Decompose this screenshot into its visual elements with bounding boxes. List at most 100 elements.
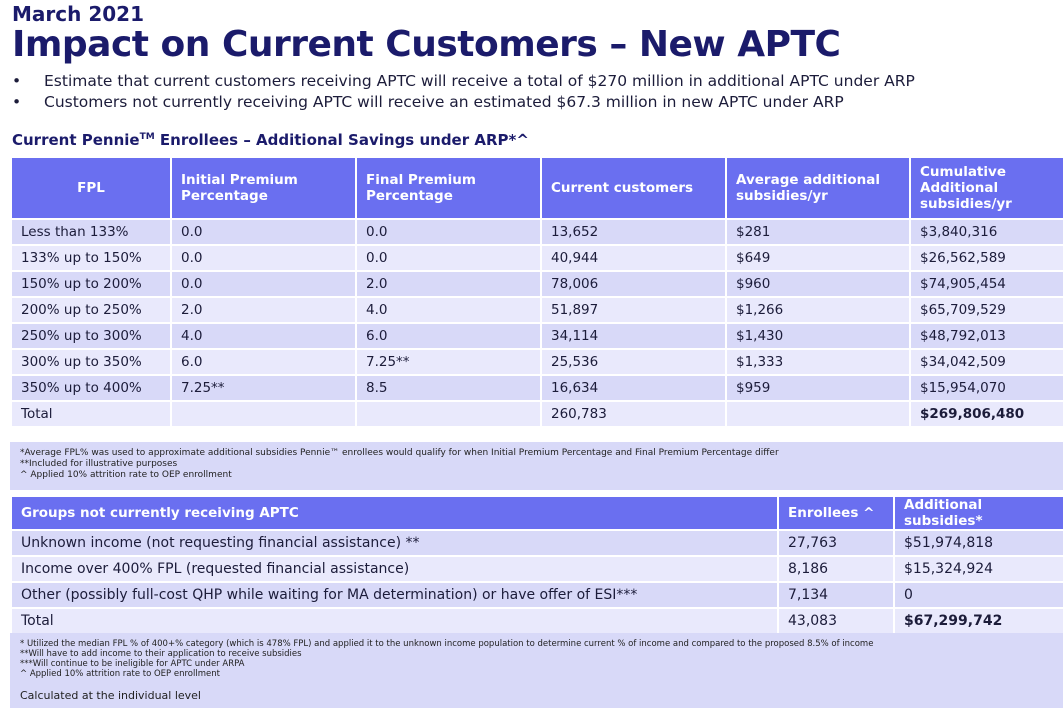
footnote: ^ Applied 10% attrition rate to OEP enro… <box>20 669 220 679</box>
column-header: Groups not currently receiving APTC <box>10 495 779 531</box>
table-cell: 300% up to 350% <box>10 348 172 376</box>
table-cell: 7.25** <box>355 348 542 376</box>
table-cell: $1,266 <box>725 296 911 324</box>
table-cell <box>725 400 911 428</box>
table-cell: 0.0 <box>170 270 357 298</box>
table-cell: 4.0 <box>170 322 357 350</box>
table-cell: $65,709,529 <box>909 296 1063 324</box>
table-cell: 133% up to 150% <box>10 244 172 272</box>
table-cell: Other (possibly full-cost QHP while wait… <box>10 581 779 609</box>
table-cell: 8,186 <box>777 555 895 583</box>
table-cell: 200% up to 250% <box>10 296 172 324</box>
table-cell: Total <box>10 400 172 428</box>
table-cell: Total <box>10 607 779 635</box>
table-cell: 78,006 <box>540 270 727 298</box>
table-cell: 6.0 <box>355 322 542 350</box>
table-row: 150% up to 200% 0.0 2.0 78,006 $960 $74,905,4… <box>10 270 1063 298</box>
table-cell: 16,634 <box>540 374 727 402</box>
table-cell: $3,840,316 <box>909 218 1063 246</box>
table-cell: 7.25** <box>170 374 357 402</box>
enrollees-table: FPL Initial Premium Percentage Final Premi… <box>10 156 1063 428</box>
table-cell: Less than 133% <box>10 218 172 246</box>
table-cell <box>170 400 357 428</box>
table-cell: 2.0 <box>355 270 542 298</box>
table-cell: $15,954,070 <box>909 374 1063 402</box>
table-cell: 0.0 <box>355 218 542 246</box>
groups-table: Groups not currently receiving APTC Enrol… <box>10 495 1063 635</box>
table-cell: $51,974,818 <box>893 529 1063 557</box>
column-header: Final Premium Percentage <box>355 156 542 220</box>
column-header: FPL <box>10 156 172 220</box>
table-row: 350% up to 400% 7.25** 8.5 16,634 $959 $15,95… <box>10 374 1063 402</box>
table-row: Less than 133% 0.0 0.0 13,652 $281 $3,840,316 <box>10 218 1063 246</box>
table-cell: 40,944 <box>540 244 727 272</box>
table-cell: $649 <box>725 244 911 272</box>
table-cell: $959 <box>725 374 911 402</box>
table-cell: $34,042,509 <box>909 348 1063 376</box>
table-row: Unknown income (not requesting financial… <box>10 529 1063 557</box>
table-cell: 150% up to 200% <box>10 270 172 298</box>
table-cell: 0.0 <box>355 244 542 272</box>
table-row: Income over 400% FPL (requested financia… <box>10 555 1063 583</box>
total-row: Total 43,083 $67,299,742 <box>10 607 1063 635</box>
page-title: Impact on Current Customers – New APTC <box>12 24 841 65</box>
table-row: Other (possibly full-cost QHP while wait… <box>10 581 1063 609</box>
footnote: ***Will continue to be ineligible for AP… <box>20 659 245 669</box>
table-cell: 0.0 <box>170 218 357 246</box>
footnote: * Utilized the median FPL % of 400+% cat… <box>20 639 874 649</box>
table-row: 133% up to 150% 0.0 0.0 40,944 $649 $26,562,5… <box>10 244 1063 272</box>
bullet-list: Estimate that current customers receivin… <box>12 71 915 113</box>
table-cell: $26,562,589 <box>909 244 1063 272</box>
table-cell: $1,430 <box>725 322 911 350</box>
table-cell <box>355 400 542 428</box>
calculation-note: Calculated at the individual level <box>20 689 201 702</box>
column-header: Additional subsidies* <box>893 495 1063 531</box>
column-header: Average additional subsidies/yr <box>725 156 911 220</box>
table2-footnotes: * Utilized the median FPL % of 400+% cat… <box>10 633 1063 708</box>
table-cell: $281 <box>725 218 911 246</box>
subtitle-text: Enrollees – Additional Savings under ARP… <box>154 131 529 149</box>
month-label: March 2021 <box>12 2 144 26</box>
table-cell: 250% up to 300% <box>10 322 172 350</box>
table-row: 250% up to 300% 4.0 6.0 34,114 $1,430 $48,792… <box>10 322 1063 350</box>
section-subtitle: Current PennieTM Enrollees – Additional … <box>12 131 529 149</box>
table-cell: $74,905,454 <box>909 270 1063 298</box>
table-cell: 260,783 <box>540 400 727 428</box>
table-row: 300% up to 350% 6.0 7.25** 25,536 $1,333 $34,… <box>10 348 1063 376</box>
footnote: **Will have to add income to their appli… <box>20 649 302 659</box>
table-cell: 2.0 <box>170 296 357 324</box>
bullet-item: Estimate that current customers receivin… <box>12 71 915 92</box>
column-header: Initial Premium Percentage <box>170 156 357 220</box>
table-cell: $67,299,742 <box>893 607 1063 635</box>
table-cell: $269,806,480 <box>909 400 1063 428</box>
table-cell: 8.5 <box>355 374 542 402</box>
footnote: *Average FPL% was used to approximate ad… <box>20 448 779 458</box>
table-cell: 43,083 <box>777 607 895 635</box>
column-header: Enrollees ^ <box>777 495 895 531</box>
table-cell: $48,792,013 <box>909 322 1063 350</box>
column-header: Cumulative Additional subsidies/yr <box>909 156 1063 220</box>
table-cell: 350% up to 400% <box>10 374 172 402</box>
table-cell: $960 <box>725 270 911 298</box>
table-cell: $1,333 <box>725 348 911 376</box>
table-cell: 0 <box>893 581 1063 609</box>
footnote: **Included for illustrative purposes <box>20 459 178 469</box>
total-row: Total 260,783 $269,806,480 <box>10 400 1063 428</box>
table-cell: 51,897 <box>540 296 727 324</box>
table-cell: 25,536 <box>540 348 727 376</box>
table-cell: Unknown income (not requesting financial… <box>10 529 779 557</box>
bullet-item: Customers not currently receiving APTC w… <box>12 92 915 113</box>
table-cell: 13,652 <box>540 218 727 246</box>
table-cell: 34,114 <box>540 322 727 350</box>
table-cell: Income over 400% FPL (requested financia… <box>10 555 779 583</box>
trademark: TM <box>139 132 155 142</box>
footnote: ^ Applied 10% attrition rate to OEP enro… <box>20 470 232 480</box>
table1-footnotes: *Average FPL% was used to approximate ad… <box>10 442 1063 490</box>
table-row: 200% up to 250% 2.0 4.0 51,897 $1,266 $65,709… <box>10 296 1063 324</box>
column-header: Current customers <box>540 156 727 220</box>
table-cell: 6.0 <box>170 348 357 376</box>
table-cell: $15,324,924 <box>893 555 1063 583</box>
table-cell: 27,763 <box>777 529 895 557</box>
table-cell: 4.0 <box>355 296 542 324</box>
table-cell: 0.0 <box>170 244 357 272</box>
